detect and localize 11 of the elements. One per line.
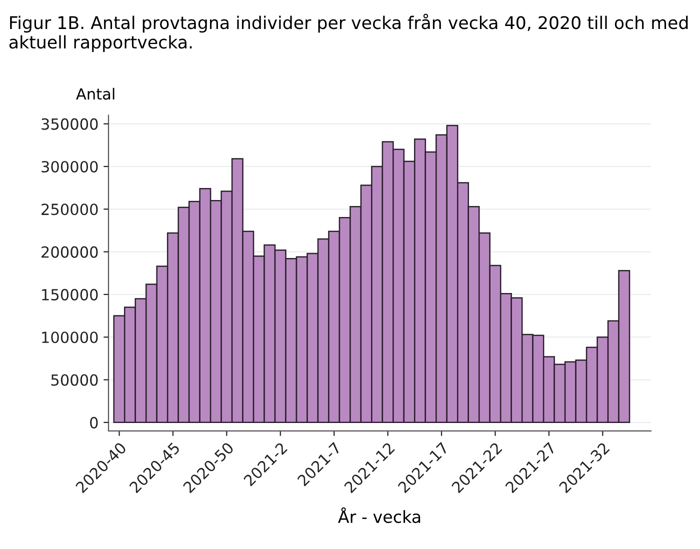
y-tick-label: 150000 xyxy=(42,288,98,300)
y-tick-label: 0 xyxy=(90,416,98,428)
chart-title: Figur 1B. Antal provtagna individer per vecka från vecka 40, 2020 till och med aktuell rapportvecka. xyxy=(9,14,688,52)
y-tick-label: 300000 xyxy=(42,160,98,172)
x-axis-title: År - vecka xyxy=(338,507,420,524)
y-tick-label: 350000 xyxy=(42,118,98,130)
y-tick-label: 200000 xyxy=(42,246,98,258)
y-tick-label: 100000 xyxy=(42,332,98,344)
y-tick-label: 250000 xyxy=(42,204,98,216)
y-tick-label: 50000 xyxy=(51,374,98,386)
y-axis-title: Antal xyxy=(76,88,114,100)
